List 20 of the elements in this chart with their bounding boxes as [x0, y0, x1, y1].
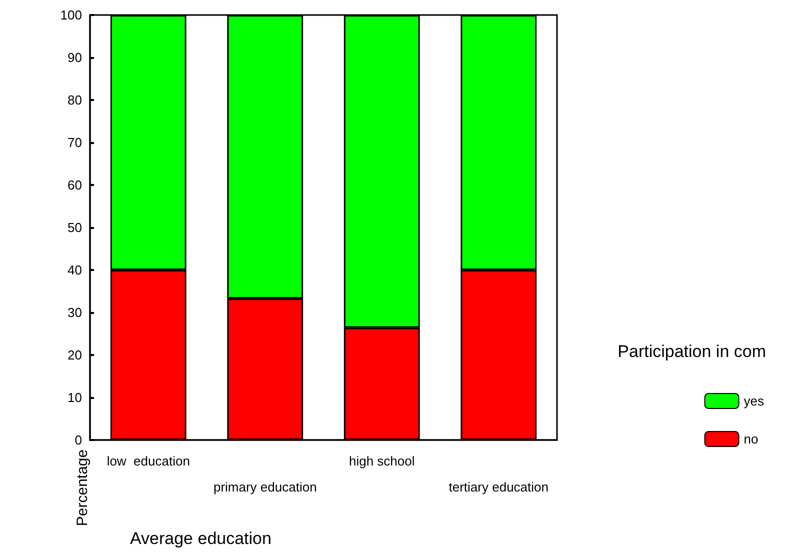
y-tick-label: 40: [68, 262, 82, 278]
y-tick-label: 30: [68, 305, 82, 320]
x-axis-title: Average education: [130, 529, 272, 548]
legend-label: yes: [744, 394, 764, 408]
y-tick-label: 70: [68, 135, 82, 150]
y-axis-title: Percentage: [74, 449, 91, 526]
y-tick-label: 80: [68, 92, 82, 108]
x-tick-label: low education: [106, 454, 190, 468]
y-tick-label: 10: [68, 390, 82, 405]
legend-label: no: [744, 432, 758, 446]
y-tick-label: 50: [68, 220, 82, 235]
x-tick-label: tertiary education: [448, 480, 548, 494]
y-tick-label: 90: [68, 50, 82, 65]
y-tick-label: 100: [60, 8, 82, 22]
x-tick-label: high school: [348, 454, 415, 468]
x-tick-label: primary education: [213, 480, 317, 494]
y-tick-label: 0: [74, 432, 82, 448]
y-tick-label: 20: [68, 348, 82, 362]
legend-title: Participation in com: [618, 342, 766, 361]
y-tick-label: 60: [68, 178, 82, 192]
